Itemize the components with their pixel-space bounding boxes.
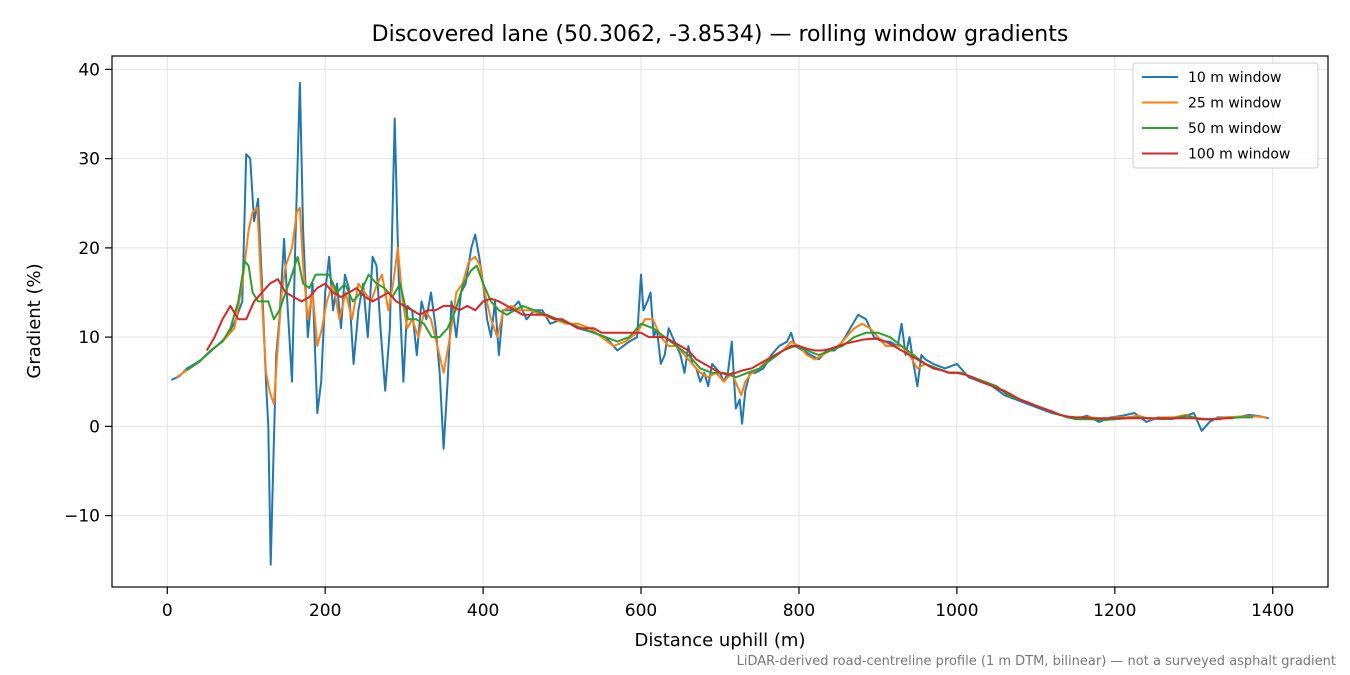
y-axis-label: Gradient (%) [24, 263, 45, 378]
footnote: LiDAR-derived road-centreline profile (1… [737, 654, 1336, 669]
y-axis-ticks: −10 0 10 20 30 40 [64, 60, 112, 527]
legend: 10 m window 25 m window 50 m window 100 m w… [1132, 62, 1319, 169]
y-tick-label: 30 [78, 150, 100, 170]
x-tick-label: 1200 [1093, 601, 1136, 621]
legend-box [1132, 62, 1319, 169]
legend-label: 25 m window [1188, 96, 1281, 112]
y-tick-label: −10 [64, 507, 100, 527]
legend-label: 50 m window [1188, 121, 1281, 137]
x-axis-ticks: 0 200 400 600 800 1000 1200 1400 [162, 587, 1294, 621]
x-tick-label: 800 [783, 601, 815, 621]
series-line-100-m-window [205, 278, 1234, 421]
x-tick-label: 1400 [1251, 601, 1294, 621]
legend-label: 100 m window [1188, 147, 1290, 163]
series-line-10-m-window [170, 81, 1270, 566]
y-tick-label: 0 [89, 417, 100, 437]
x-axis-label: Distance uphill (m) [635, 630, 806, 651]
legend-label: 10 m window [1188, 70, 1281, 86]
chart-title: Discovered lane (50.3062, -3.8534) — rol… [372, 22, 1069, 47]
plot-frame [111, 55, 1329, 588]
x-tick-label: 200 [309, 601, 341, 621]
y-tick-label: 10 [78, 328, 100, 348]
x-tick-label: 0 [162, 601, 173, 621]
x-tick-label: 400 [467, 601, 499, 621]
x-tick-label: 1000 [935, 601, 978, 621]
y-tick-label: 40 [78, 60, 100, 80]
series-lines [170, 81, 1270, 566]
series-line-25-m-window [176, 206, 1267, 421]
x-tick-label: 600 [625, 601, 657, 621]
y-tick-label: 20 [78, 239, 100, 259]
